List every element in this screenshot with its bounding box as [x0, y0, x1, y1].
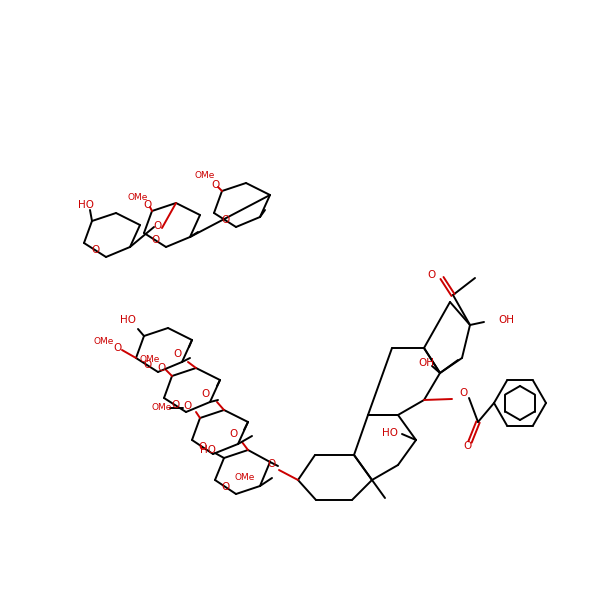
Text: OMe: OMe: [140, 355, 160, 364]
Text: O: O: [221, 482, 230, 492]
Text: O: O: [183, 401, 191, 411]
Text: O: O: [428, 270, 436, 280]
Text: OMe: OMe: [195, 170, 215, 179]
Text: OH: OH: [498, 315, 514, 325]
Text: O: O: [199, 442, 206, 452]
Text: O: O: [459, 388, 467, 398]
Text: O: O: [173, 349, 181, 359]
Text: O: O: [91, 245, 99, 255]
Text: O: O: [144, 200, 152, 210]
Text: O: O: [211, 180, 219, 190]
Text: HO: HO: [382, 428, 398, 438]
Text: O: O: [171, 400, 179, 410]
Text: O: O: [143, 360, 151, 370]
Text: O: O: [154, 221, 162, 231]
Text: O: O: [268, 459, 276, 469]
Text: O: O: [229, 429, 237, 439]
Text: HO: HO: [78, 200, 94, 210]
Text: O: O: [158, 363, 166, 373]
Text: O: O: [202, 389, 210, 399]
Text: O: O: [221, 215, 229, 225]
Text: OMe: OMe: [235, 473, 255, 482]
Text: OH: OH: [418, 358, 434, 368]
Text: OMe: OMe: [94, 337, 114, 346]
Text: OMe: OMe: [152, 403, 172, 413]
Text: HO: HO: [120, 315, 136, 325]
Text: O: O: [114, 343, 122, 353]
Text: OMe: OMe: [128, 193, 148, 202]
Text: HO: HO: [200, 445, 216, 455]
Text: O: O: [464, 441, 472, 451]
Text: O: O: [151, 235, 159, 245]
